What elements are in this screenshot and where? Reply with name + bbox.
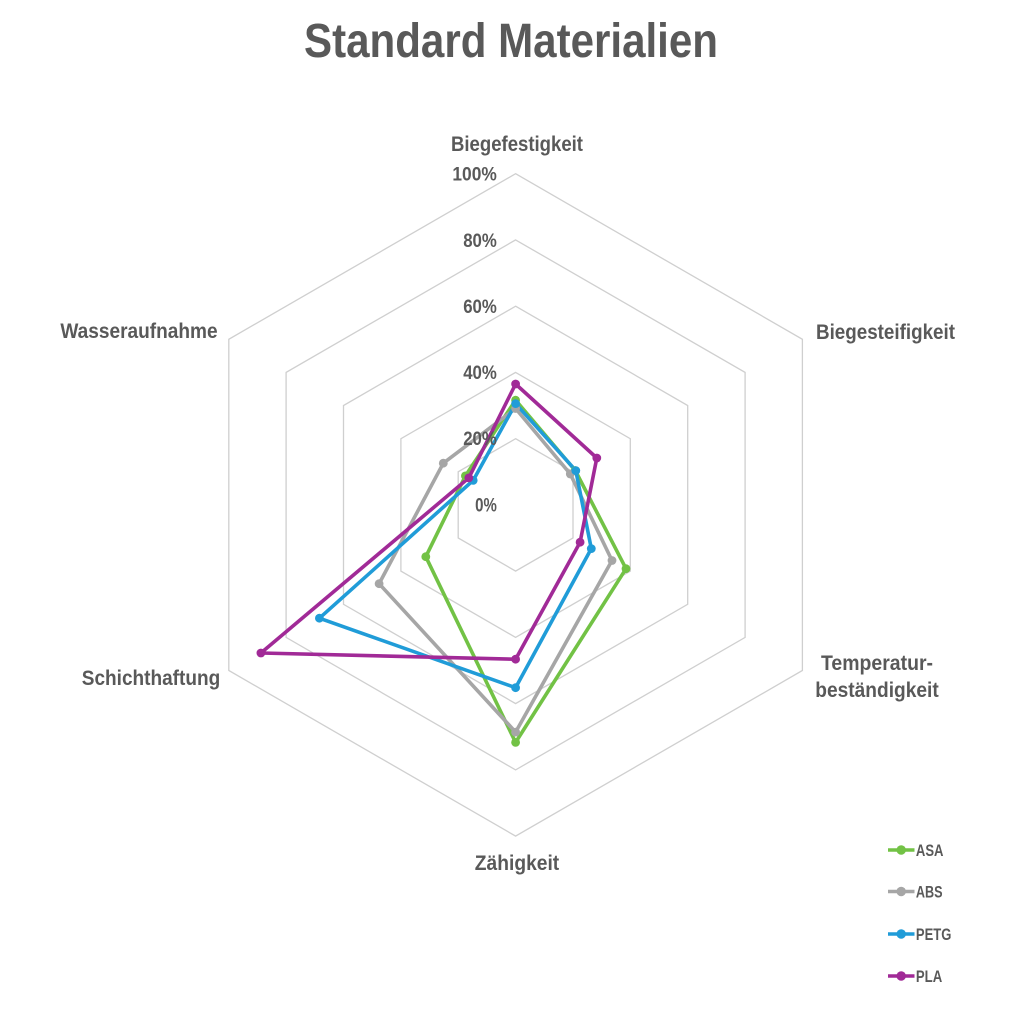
svg-text:100%: 100% xyxy=(452,164,496,186)
svg-text:Schichthaftung: Schichthaftung xyxy=(82,667,220,690)
svg-text:Zähigkeit: Zähigkeit xyxy=(475,852,559,875)
svg-text:Standard Materialien: Standard Materialien xyxy=(304,15,718,68)
svg-text:ASA: ASA xyxy=(916,841,944,860)
svg-text:Temperatur-: Temperatur- xyxy=(821,652,933,675)
svg-text:Biegesteifigkeit: Biegesteifigkeit xyxy=(816,321,955,344)
svg-text:80%: 80% xyxy=(463,230,497,252)
svg-text:ABS: ABS xyxy=(916,883,943,902)
svg-text:20%: 20% xyxy=(463,428,497,450)
svg-text:PETG: PETG xyxy=(916,925,952,944)
svg-text:40%: 40% xyxy=(463,362,497,384)
svg-text:Wasseraufnahme: Wasseraufnahme xyxy=(60,320,217,343)
svg-text:60%: 60% xyxy=(463,296,497,318)
svg-text:Biegefestigkeit: Biegefestigkeit xyxy=(451,133,583,156)
svg-text:beständigkeit: beständigkeit xyxy=(815,679,939,702)
svg-text:0%: 0% xyxy=(475,495,497,517)
svg-text:PLA: PLA xyxy=(916,967,942,986)
